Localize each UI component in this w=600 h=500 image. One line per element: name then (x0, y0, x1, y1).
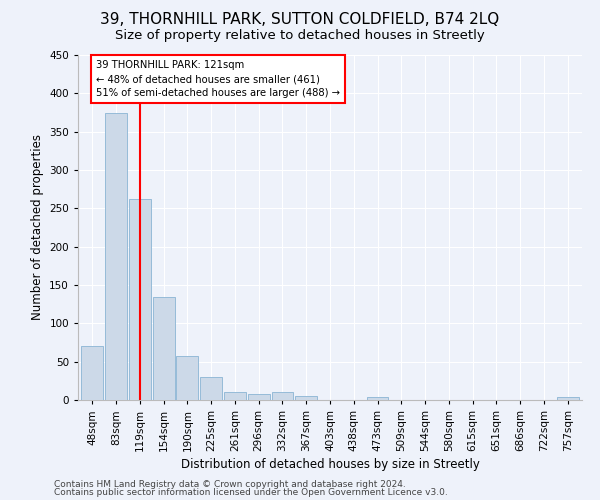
Bar (557, 397, 578, 400)
Text: Size of property relative to detached houses in Streetly: Size of property relative to detached ho… (115, 29, 485, 42)
Bar (367, 397, 388, 400)
Bar (224, 392, 246, 400)
Bar (152, 296, 175, 400)
Bar (82, 346, 103, 400)
Bar (248, 394, 269, 400)
Text: 39 THORNHILL PARK: 121sqm
← 48% of detached houses are smaller (461)
51% of semi: 39 THORNHILL PARK: 121sqm ← 48% of detac… (96, 60, 340, 98)
Bar (295, 396, 317, 400)
Bar (176, 356, 198, 400)
Text: Contains public sector information licensed under the Open Government Licence v3: Contains public sector information licen… (54, 488, 448, 497)
Text: 39, THORNHILL PARK, SUTTON COLDFIELD, B74 2LQ: 39, THORNHILL PARK, SUTTON COLDFIELD, B7… (100, 12, 500, 28)
Bar (272, 392, 293, 400)
Text: Contains HM Land Registry data © Crown copyright and database right 2024.: Contains HM Land Registry data © Crown c… (54, 480, 406, 489)
X-axis label: Distribution of detached houses by size in Streetly: Distribution of detached houses by size … (181, 458, 479, 471)
Bar (129, 199, 151, 400)
Bar (105, 112, 127, 400)
Bar (200, 377, 222, 400)
Y-axis label: Number of detached properties: Number of detached properties (31, 134, 44, 320)
